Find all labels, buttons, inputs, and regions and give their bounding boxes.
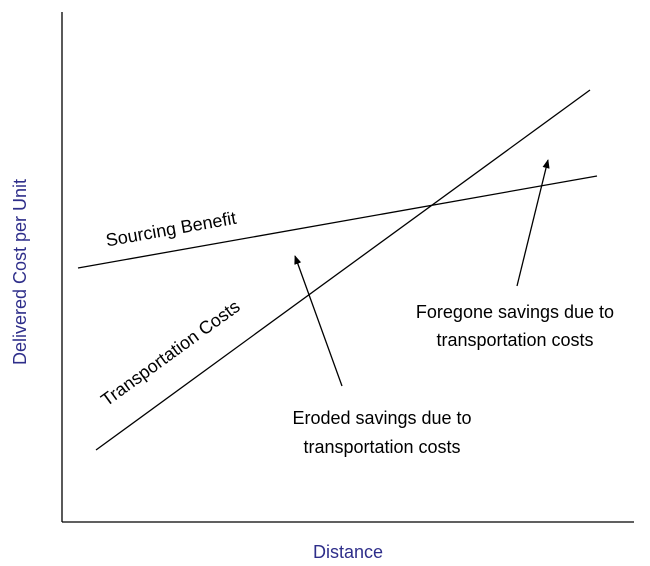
sourcing-benefit-line	[77, 175, 598, 269]
line-label: Sourcing Benefit	[104, 208, 238, 251]
arrow	[516, 159, 550, 287]
annotation: transportation costs	[436, 330, 593, 350]
annotation: Eroded savings due to	[292, 408, 471, 428]
line-label: Transportation Costs	[97, 296, 243, 410]
annotation: transportation costs	[303, 437, 460, 457]
arrow	[294, 255, 343, 387]
annotation: Foregone savings due to	[416, 302, 614, 322]
x-axis-label: Distance	[313, 542, 383, 562]
y-axis-label: Delivered Cost per Unit	[10, 179, 30, 365]
transportation-costs-line	[95, 89, 591, 451]
